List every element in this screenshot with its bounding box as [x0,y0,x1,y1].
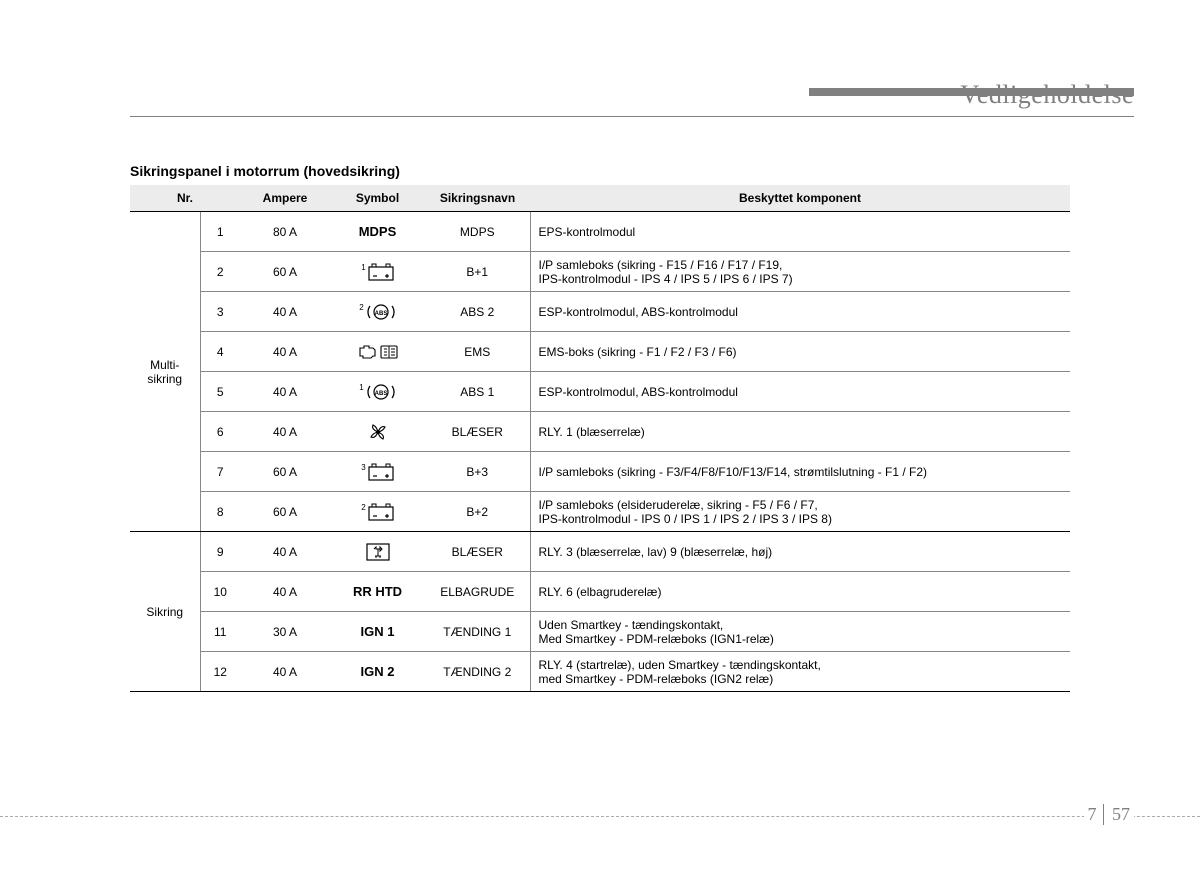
page-chapter-number: 7 [1088,804,1104,825]
table-row: 1130 AIGN 1TÆNDING 1Uden Smartkey - tænd… [130,612,1070,652]
table-row: Multi-sikring180 AMDPSMDPSEPS-kontrolmod… [130,212,1070,252]
cell-nr: 7 [200,452,240,492]
table-row: 1240 AIGN 2TÆNDING 2RLY. 4 (startrelæ), … [130,652,1070,692]
cell-symbol: 2 [330,492,425,532]
footer-dashed-line [0,816,1200,817]
cell-nr: 6 [200,412,240,452]
cell-ampere: 60 A [240,252,330,292]
svg-text:ABS: ABS [374,391,387,397]
th-nr: Nr. [130,185,240,212]
table-row: Sikring940 ABLÆSERRLY. 3 (blæserrelæ, la… [130,532,1070,572]
cell-sikringsnavn: TÆNDING 1 [425,612,530,652]
table-row: 260 A1B+1I/P samleboks (sikring - F15 / … [130,252,1070,292]
table-row: 760 A3B+3I/P samleboks (sikring - F3/F4/… [130,452,1070,492]
cell-komponent: Uden Smartkey - tændingskontakt,Med Smar… [530,612,1070,652]
cell-symbol: 1 [330,252,425,292]
cell-nr: 10 [200,572,240,612]
table-row: 1040 ARR HTDELBAGRUDERLY. 6 (elbagrudere… [130,572,1070,612]
svg-text:ABS: ABS [374,311,387,317]
cell-komponent: I/P samleboks (elsideruderelæ, sikring -… [530,492,1070,532]
group-label: Sikring [130,532,200,692]
cell-sikringsnavn: B+2 [425,492,530,532]
table-row: 540 A1ABSABS 1ESP-kontrolmodul, ABS-kont… [130,372,1070,412]
table-row: 440 A EMSEMS-boks (sikring - F1 / F2 / F3… [130,332,1070,372]
cell-sikringsnavn: ELBAGRUDE [425,572,530,612]
cell-ampere: 40 A [240,532,330,572]
cell-symbol: RR HTD [330,572,425,612]
cell-komponent: I/P samleboks (sikring - F15 / F16 / F17… [530,252,1070,292]
cell-komponent: RLY. 4 (startrelæ), uden Smartkey - tænd… [530,652,1070,692]
cell-ampere: 40 A [240,372,330,412]
cell-nr: 5 [200,372,240,412]
cell-sikringsnavn: MDPS [425,212,530,252]
cell-komponent: I/P samleboks (sikring - F3/F4/F8/F10/F1… [530,452,1070,492]
cell-nr: 4 [200,332,240,372]
cell-nr: 3 [200,292,240,332]
chapter-title: Vedligeholdelse [960,80,1134,109]
page-footer: 7 57 [0,804,1200,830]
cell-sikringsnavn: EMS [425,332,530,372]
cell-sikringsnavn: B+1 [425,252,530,292]
th-symbol: Symbol [330,185,425,212]
table-title: Sikringspanel i motorrum (hovedsikring) [130,163,400,179]
cell-ampere: 80 A [240,212,330,252]
cell-nr: 12 [200,652,240,692]
th-ampere: Ampere [240,185,330,212]
cell-sikringsnavn: ABS 1 [425,372,530,412]
cell-komponent: ESP-kontrolmodul, ABS-kontrolmodul [530,292,1070,332]
cell-sikringsnavn: B+3 [425,452,530,492]
cell-sikringsnavn: BLÆSER [425,412,530,452]
cell-komponent: ESP-kontrolmodul, ABS-kontrolmodul [530,372,1070,412]
group-label: Multi-sikring [130,212,200,532]
cell-symbol [330,412,425,452]
page-number-box: 7 57 [1084,804,1134,825]
cell-sikringsnavn: ABS 2 [425,292,530,332]
page-number: 57 [1108,804,1130,825]
cell-komponent: EMS-boks (sikring - F1 / F2 / F3 / F6) [530,332,1070,372]
cell-symbol: IGN 1 [330,612,425,652]
cell-ampere: 30 A [240,612,330,652]
cell-ampere: 60 A [240,492,330,532]
cell-ampere: 40 A [240,412,330,452]
table-row: 340 A2ABSABS 2ESP-kontrolmodul, ABS-kont… [130,292,1070,332]
cell-nr: 11 [200,612,240,652]
cell-komponent: RLY. 1 (blæserrelæ) [530,412,1070,452]
cell-ampere: 40 A [240,652,330,692]
cell-komponent: RLY. 3 (blæserrelæ, lav) 9 (blæserrelæ, … [530,532,1070,572]
cell-ampere: 40 A [240,572,330,612]
cell-ampere: 40 A [240,332,330,372]
table-row: 860 A2B+2I/P samleboks (elsideruderelæ, … [130,492,1070,532]
cell-ampere: 40 A [240,292,330,332]
cell-komponent: EPS-kontrolmodul [530,212,1070,252]
cell-sikringsnavn: TÆNDING 2 [425,652,530,692]
table-header-row: Nr. Ampere Symbol Sikringsnavn Beskyttet… [130,185,1070,212]
cell-nr: 2 [200,252,240,292]
table-row: 640 A BLÆSERRLY. 1 (blæserrelæ) [130,412,1070,452]
cell-symbol: 2ABS [330,292,425,332]
page-container: Vedligeholdelse Sikringspanel i motorrum… [0,0,1200,878]
cell-nr: 8 [200,492,240,532]
cell-nr: 1 [200,212,240,252]
cell-symbol: IGN 2 [330,652,425,692]
cell-nr: 9 [200,532,240,572]
th-sikringsnavn: Sikringsnavn [425,185,530,212]
cell-sikringsnavn: BLÆSER [425,532,530,572]
cell-symbol: 1ABS [330,372,425,412]
cell-symbol [330,332,425,372]
cell-komponent: RLY. 6 (elbagruderelæ) [530,572,1070,612]
cell-ampere: 60 A [240,452,330,492]
th-komponent: Beskyttet komponent [530,185,1070,212]
cell-symbol: 3 [330,452,425,492]
cell-symbol [330,532,425,572]
cell-symbol: MDPS [330,212,425,252]
chapter-underline [130,116,1134,117]
fuse-table: Nr. Ampere Symbol Sikringsnavn Beskyttet… [130,185,1070,692]
chapter-header: Vedligeholdelse [130,80,1134,110]
